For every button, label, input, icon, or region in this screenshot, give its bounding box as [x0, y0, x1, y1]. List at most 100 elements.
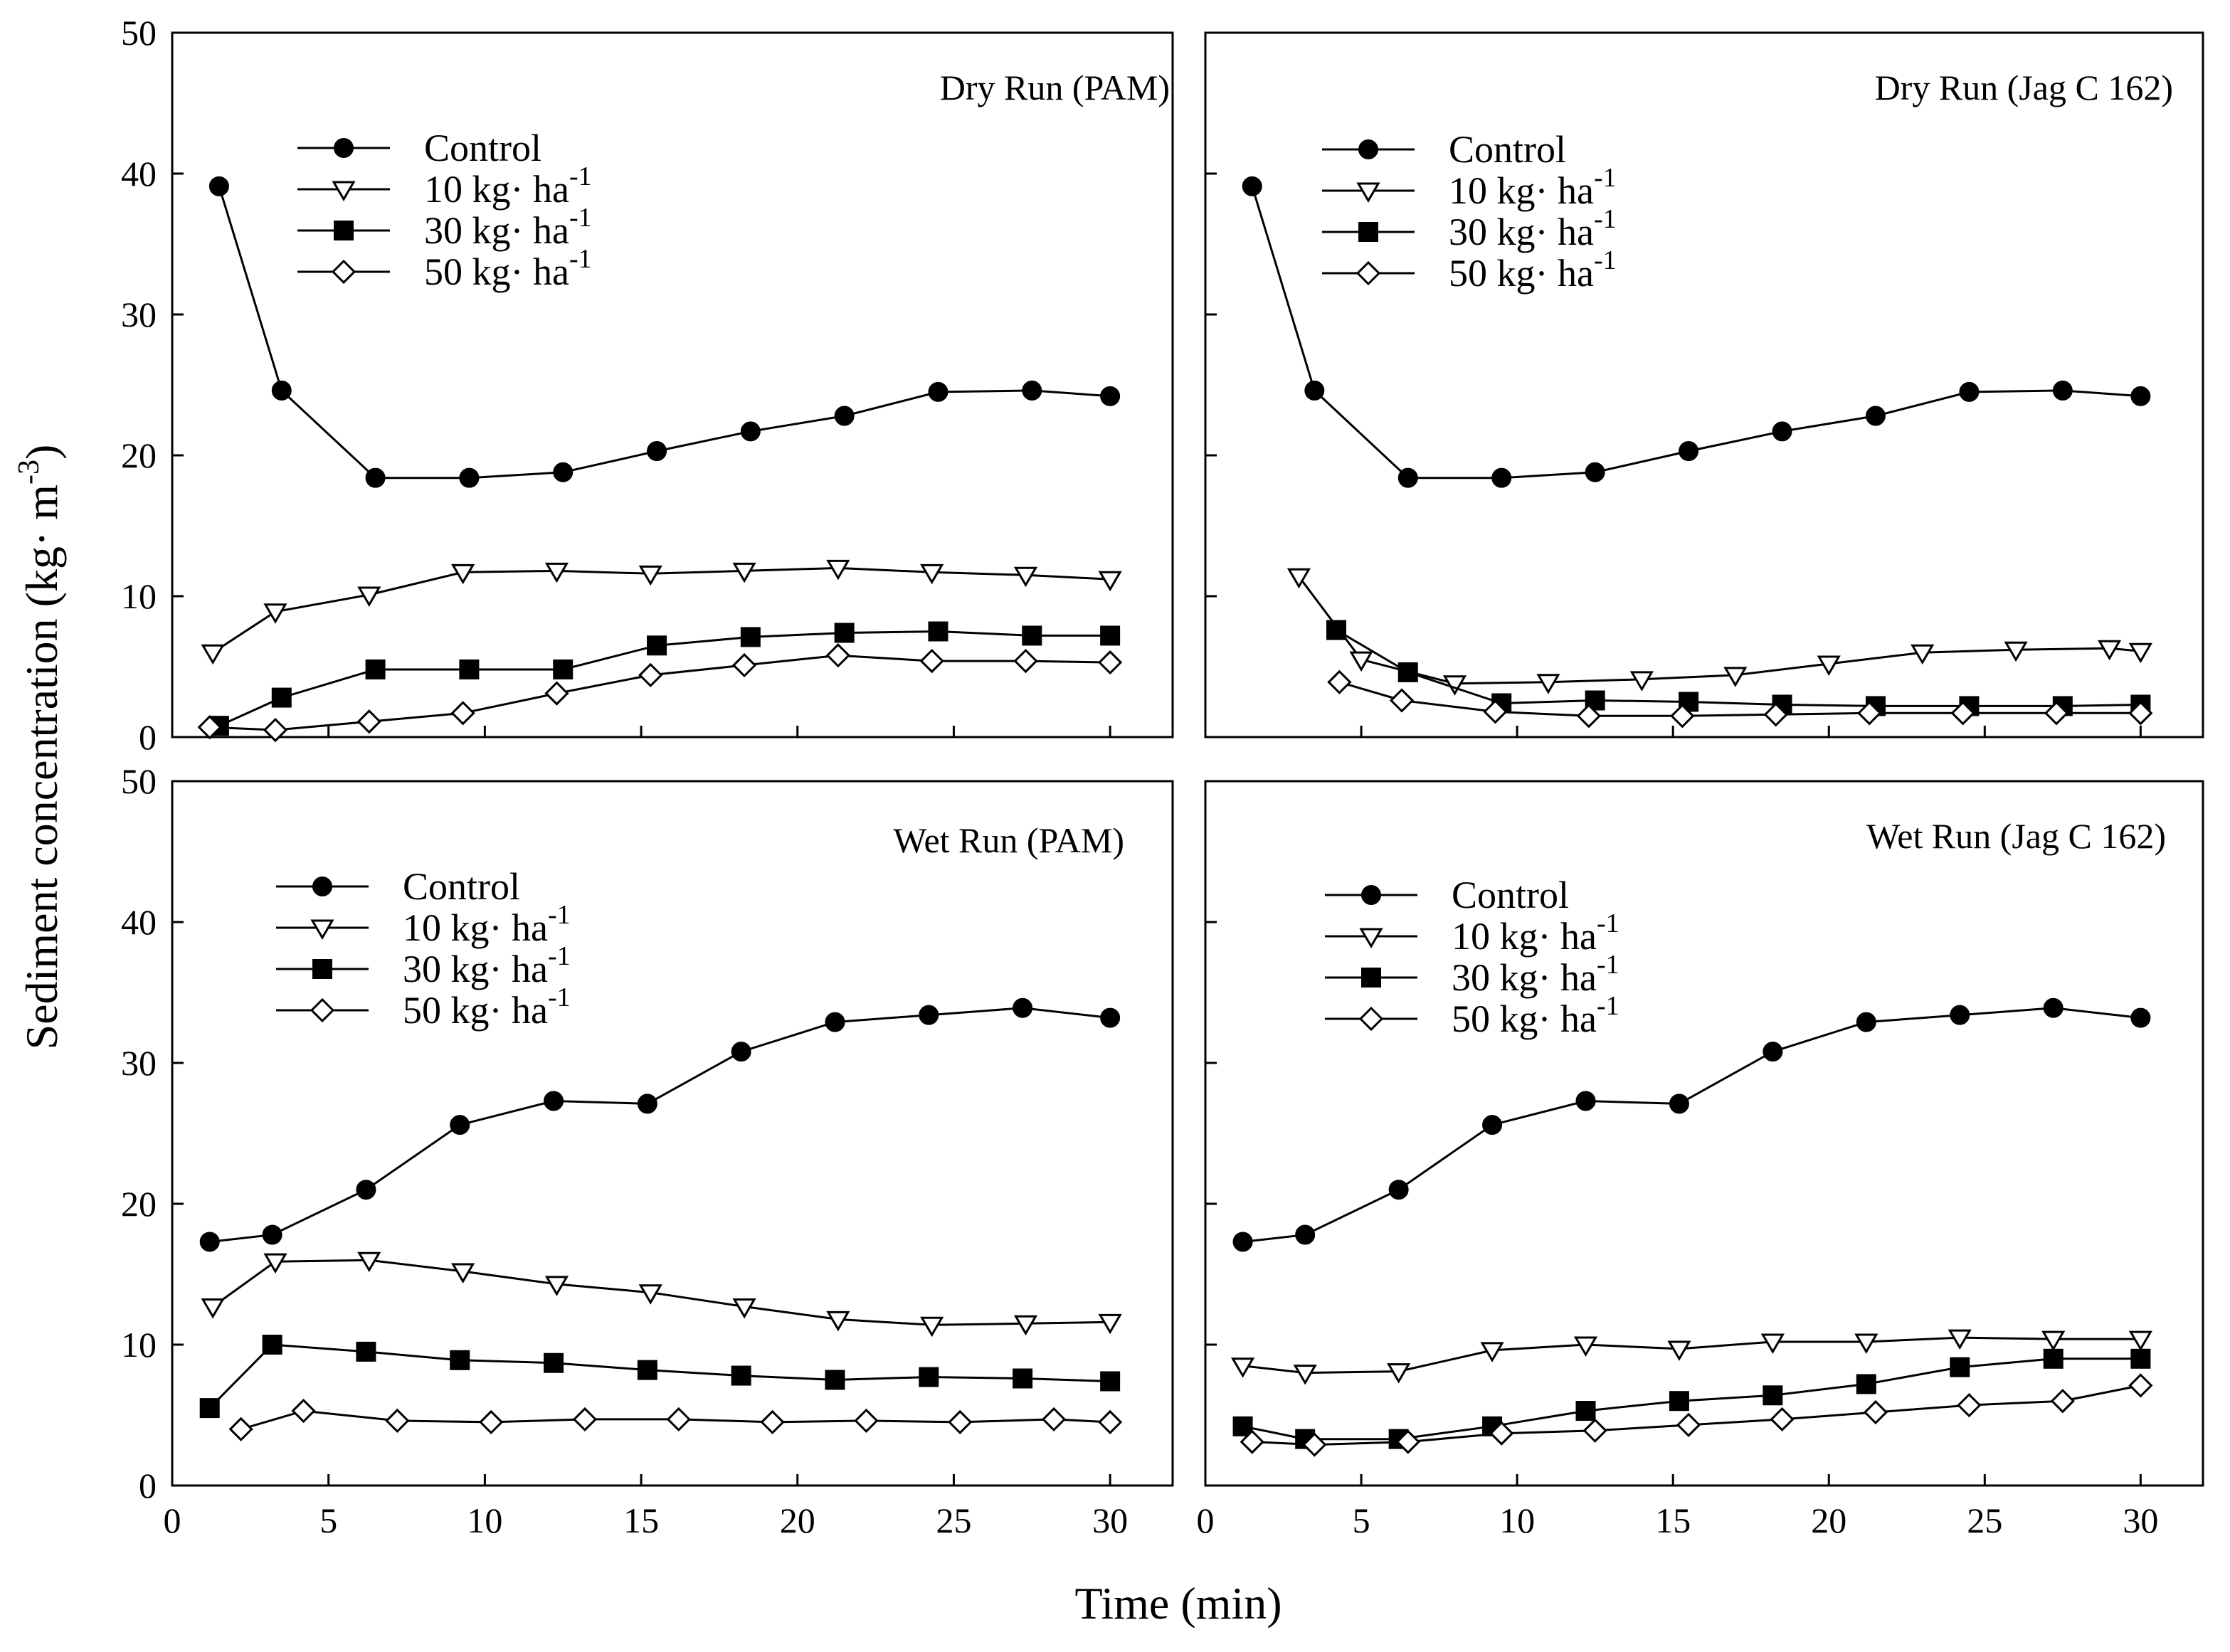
- series-d10: [1230, 1329, 2152, 1385]
- data-point: [572, 1407, 598, 1432]
- panel-frame: [171, 31, 1174, 738]
- legend-marker: [310, 997, 335, 1023]
- data-point: [1676, 1412, 1701, 1437]
- data-point: [2043, 1348, 2063, 1369]
- data-point: [760, 1409, 785, 1435]
- legend-item-d30: 30 kg· ha-1: [276, 941, 571, 990]
- legend-marker: [331, 259, 356, 285]
- data-point: [854, 1408, 879, 1434]
- legend-label-superscript: -1: [569, 162, 592, 191]
- data-point: [2050, 1389, 2075, 1414]
- legend-item-control: Control: [297, 127, 541, 169]
- data-point: [356, 1341, 376, 1362]
- series-d30: [208, 621, 1121, 736]
- data-point: [948, 1409, 973, 1435]
- legend-item-d10: 10 kg· ha-1: [276, 900, 571, 949]
- data-point: [1950, 701, 1975, 726]
- legend-label: 30 kg· ha-1: [1452, 950, 1619, 999]
- data-point: [1856, 1012, 1876, 1032]
- data-point: [919, 648, 944, 674]
- data-point: [637, 1094, 657, 1114]
- data-point: [1854, 1333, 1878, 1355]
- series-d10: [1286, 568, 2152, 696]
- y-tick-label: 50: [121, 13, 157, 53]
- data-point: [1302, 1432, 1327, 1457]
- legend-label-text: 30 kg· ha: [1449, 211, 1594, 253]
- data-point: [262, 1335, 282, 1355]
- y-tick-label: 30: [121, 295, 157, 334]
- data-point: [451, 1263, 475, 1284]
- data-point: [920, 563, 944, 585]
- data-point: [201, 1298, 225, 1319]
- x-tick-label: 20: [780, 1500, 815, 1540]
- data-point: [740, 421, 761, 442]
- series-control: [199, 997, 1121, 1252]
- legend-item-d50: 50 kg· ha-1: [276, 983, 571, 1032]
- data-point: [1013, 1368, 1033, 1389]
- data-point: [263, 603, 287, 624]
- data-point: [1388, 1180, 1409, 1200]
- data-point: [1582, 1418, 1607, 1443]
- data-point: [1397, 662, 1418, 682]
- x-tick-label: 30: [2123, 1500, 2158, 1540]
- legend-label-superscript: -1: [548, 941, 571, 971]
- data-point: [1760, 1333, 1785, 1355]
- data-point: [1629, 671, 1654, 692]
- data-point: [1763, 1385, 1783, 1406]
- legend-item-d10: 10 kg· ha-1: [297, 162, 592, 211]
- data-point: [928, 381, 948, 402]
- data-point: [1856, 1374, 1876, 1394]
- data-point: [826, 1311, 850, 1332]
- data-point: [1395, 1429, 1420, 1454]
- data-point: [740, 627, 761, 647]
- data-point: [262, 1224, 282, 1245]
- legend-label-text: Control: [424, 127, 541, 169]
- data-point: [1022, 625, 1042, 646]
- legend-label: 10 kg· ha-1: [1449, 163, 1617, 212]
- x-tick-label: 25: [936, 1500, 971, 1540]
- data-point: [1327, 669, 1352, 694]
- series-d50: [1240, 1373, 2153, 1457]
- data-point: [1286, 568, 1311, 589]
- legend-label-text: 10 kg· ha: [403, 906, 548, 949]
- data-point: [2052, 380, 2073, 401]
- panel-title: Wet Run (PAM): [893, 820, 1124, 860]
- data-point: [1585, 462, 1605, 482]
- panel-wet-jag: 0 5 10 15 20 25 30 Wet Run (Jag C 162) Control10…: [1197, 780, 2204, 1540]
- series-line: [1338, 681, 2141, 717]
- data-point: [385, 1408, 410, 1434]
- legend-label: 30 kg· ha-1: [403, 941, 571, 990]
- data-point: [825, 1012, 845, 1032]
- data-point: [1817, 655, 1841, 677]
- legend-item-d10: 10 kg· ha-1: [1325, 909, 1619, 958]
- data-point: [1387, 1363, 1411, 1384]
- legend-marker: [1361, 968, 1381, 988]
- series-line: [1336, 629, 2141, 707]
- data-point: [2130, 1007, 2151, 1028]
- data-point: [1013, 997, 1033, 1018]
- data-point: [356, 1180, 376, 1200]
- data-point: [1950, 1005, 1970, 1025]
- legend-label: 50 kg· ha-1: [424, 244, 592, 293]
- legend-label-superscript: -1: [1597, 909, 1619, 938]
- panel-frame: [1204, 31, 2204, 738]
- data-point: [638, 1284, 662, 1305]
- y-tick-label: 10: [121, 576, 157, 616]
- legend-label-text: 30 kg· ha: [424, 209, 569, 252]
- data-point: [2004, 641, 2028, 662]
- y-tick-label: 10: [121, 1325, 157, 1365]
- series-d50: [228, 1398, 1123, 1441]
- y-axis-title-superscript: -3: [13, 460, 46, 485]
- data-point: [1098, 571, 1122, 592]
- x-tick-label: 0: [1197, 1500, 1215, 1540]
- legend-marker: [312, 959, 332, 979]
- legend-label-text: Control: [1452, 874, 1569, 916]
- legend-marker: [334, 221, 354, 240]
- data-point: [357, 586, 381, 607]
- legend-marker: [1358, 139, 1378, 159]
- data-point: [199, 1232, 220, 1252]
